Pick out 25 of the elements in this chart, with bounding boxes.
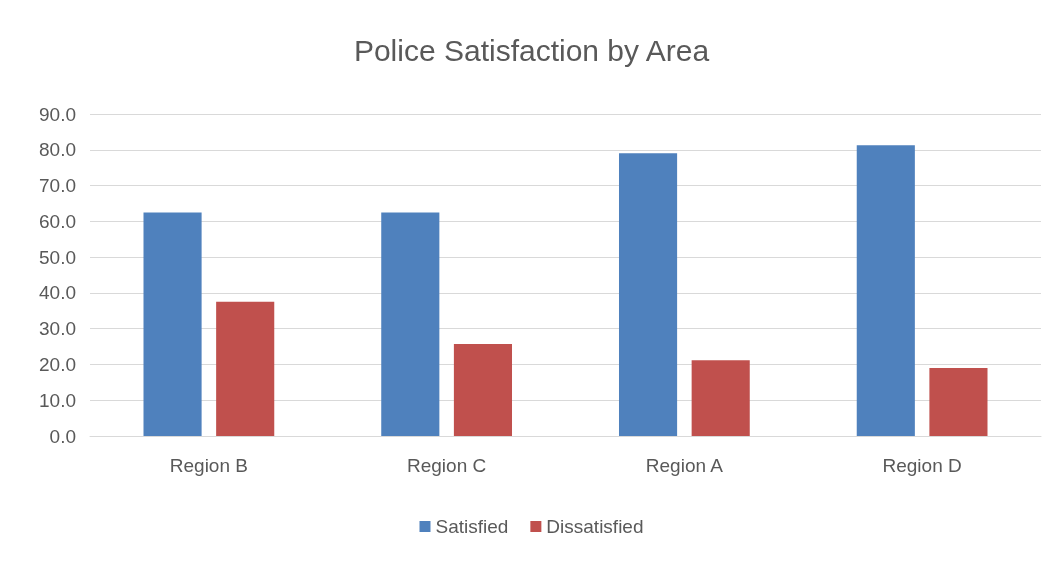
bar xyxy=(618,153,678,436)
y-tick-label: 40.0 xyxy=(39,282,76,304)
chart-title: Police Satisfaction by Area xyxy=(353,33,710,67)
y-tick-label: 30.0 xyxy=(39,318,76,340)
y-tick-label: 0.0 xyxy=(49,425,76,447)
x-tick-label: Region A xyxy=(645,455,724,476)
y-tick-label: 70.0 xyxy=(39,175,76,197)
bar xyxy=(691,360,750,436)
bar xyxy=(216,301,275,436)
x-tick-label: Region D xyxy=(882,455,962,476)
y-tick-label: 90.0 xyxy=(39,103,76,125)
x-tick-label: Region C xyxy=(407,455,487,476)
bar xyxy=(856,145,915,436)
y-tick-label: 60.0 xyxy=(39,210,76,232)
bar xyxy=(929,368,988,436)
y-tick-label: 50.0 xyxy=(39,246,76,268)
legend-label: Satisfied xyxy=(435,516,509,537)
y-tick-label: 10.0 xyxy=(39,389,76,411)
y-tick-label: 80.0 xyxy=(39,139,76,161)
bar xyxy=(453,344,513,436)
x-tick-label: Region B xyxy=(169,455,248,476)
bar xyxy=(381,212,440,436)
bar xyxy=(143,212,202,436)
legend-label: Dissatisfied xyxy=(546,516,644,537)
y-tick-label: 20.0 xyxy=(39,353,76,375)
